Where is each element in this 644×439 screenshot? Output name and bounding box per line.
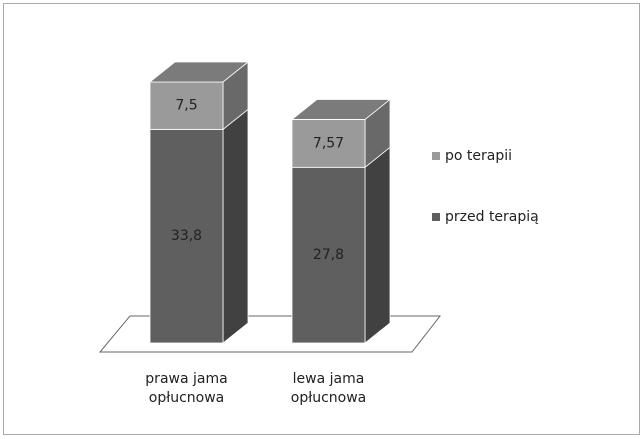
- bar-segment: [149, 108, 249, 344]
- bar-front: [291, 119, 366, 168]
- legend-swatch: [432, 152, 440, 160]
- value-label: 7,57: [313, 135, 344, 151]
- bar-side: [364, 146, 391, 344]
- legend-label: po terapii: [445, 148, 512, 164]
- bar-segment: [290, 98, 392, 169]
- bar-front: [291, 166, 366, 344]
- bar-top: [290, 99, 392, 120]
- legend-label: przed terapią: [445, 209, 539, 225]
- x-tick-label: lewa jama opłucnowa: [290, 371, 367, 406]
- value-label: 7,5: [175, 98, 197, 114]
- bar-side: [222, 108, 249, 344]
- x-tick-label: prawa jama opłucnowa: [145, 371, 228, 406]
- bar-front: [149, 81, 224, 130]
- bar-top: [148, 61, 250, 83]
- legend-swatch: [432, 213, 440, 221]
- value-label: 27,8: [313, 247, 344, 263]
- bar-segment: [291, 146, 391, 344]
- bar-front: [149, 128, 224, 344]
- value-label: 33,8: [171, 228, 202, 244]
- bar-segment: [148, 61, 250, 131]
